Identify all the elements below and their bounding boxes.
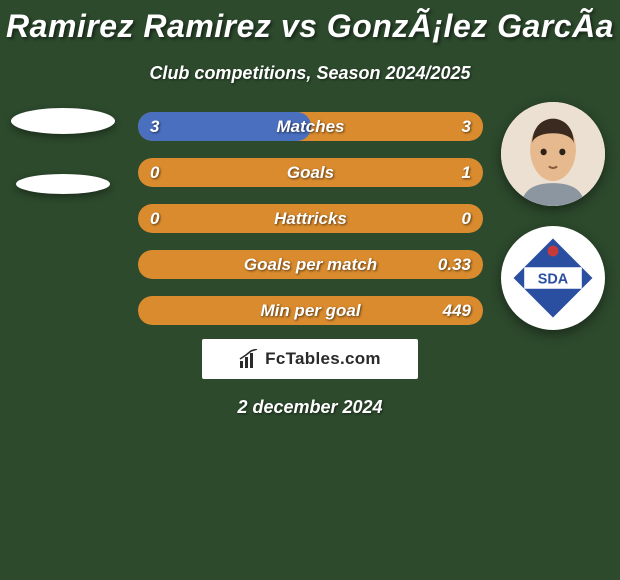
logo-text: FcTables.com — [265, 349, 381, 369]
player-avatar — [501, 102, 605, 206]
left-placeholder-2 — [16, 174, 110, 194]
stats-bars: 33Matches 01Goals 00Hattricks 0.33Goals per… — [138, 112, 483, 325]
fctables-logo: FcTables.com — [202, 339, 418, 379]
svg-text:SDA: SDA — [538, 271, 569, 287]
chart-icon — [239, 349, 259, 369]
left-column — [8, 100, 118, 194]
date-label: 2 december 2024 — [0, 397, 620, 418]
subtitle: Club competitions, Season 2024/2025 — [0, 63, 620, 84]
right-column: SDA — [498, 102, 608, 330]
badge-icon: SDA — [508, 233, 598, 323]
left-placeholder-1 — [11, 108, 115, 134]
stat-bar: 01Goals — [138, 158, 483, 187]
avatar-icon — [501, 102, 605, 206]
page-title: Ramirez Ramirez vs GonzÃ¡lez GarcÃ­a — [0, 0, 620, 45]
stat-bar: 00Hattricks — [138, 204, 483, 233]
club-badge: SDA — [501, 226, 605, 330]
stat-bar: 449Min per goal — [138, 296, 483, 325]
stat-bar: 0.33Goals per match — [138, 250, 483, 279]
comparison-area: SDA 33Matches 01Goals 00Hattricks 0.33Goals… — [0, 112, 620, 325]
stat-bar: 33Matches — [138, 112, 483, 141]
